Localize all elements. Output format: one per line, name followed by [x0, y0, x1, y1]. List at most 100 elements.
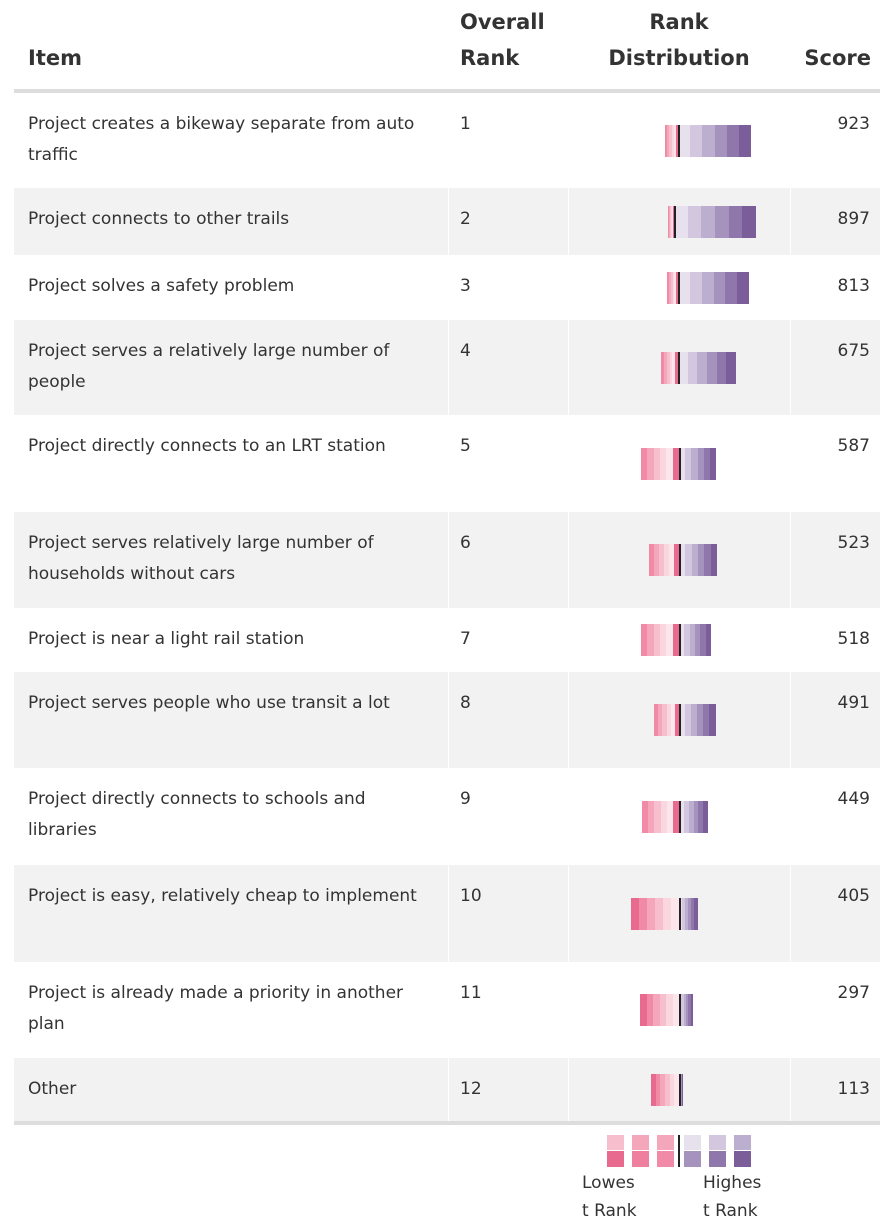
- distribution-segment: [667, 272, 670, 304]
- legend-swatch: [607, 1135, 624, 1150]
- distribution-segment: [640, 994, 647, 1026]
- distribution-segment: [694, 898, 698, 930]
- distribution-marker: [679, 801, 681, 833]
- distribution-segment: [659, 994, 667, 1026]
- distribution-segment: [691, 448, 698, 480]
- score-cell: 297: [837, 983, 870, 1003]
- distribution-segment: [660, 1074, 666, 1106]
- distribution-segment: [669, 206, 671, 238]
- distribution-segment: [685, 448, 692, 480]
- item-cell: Project creates a bikeway separate from …: [28, 114, 415, 165]
- column-separator: [790, 865, 791, 962]
- legend-high: t Rank: [703, 1201, 758, 1221]
- distribution-segment: [647, 898, 656, 930]
- legend-swatch: [684, 1151, 701, 1167]
- distribution-segment: [679, 544, 686, 576]
- distribution-segment: [684, 624, 691, 656]
- distribution-segment: [672, 206, 674, 238]
- distribution-segment: [700, 624, 707, 656]
- item-cell: Other: [28, 1079, 77, 1099]
- table-row: Project is near a light rail station 7 518: [14, 608, 880, 672]
- column-separator: [448, 188, 449, 255]
- distribution-segment: [679, 624, 685, 656]
- distribution-segment: [673, 125, 677, 157]
- header-rank: Overall: [460, 10, 545, 34]
- legend-high: Highes: [703, 1173, 762, 1193]
- distribution-segment: [725, 272, 738, 304]
- distribution-segment: [690, 125, 703, 157]
- distribution-segment: [675, 125, 679, 157]
- distribution-segment: [672, 272, 675, 304]
- distribution-segment: [667, 125, 670, 157]
- distribution-segment: [639, 898, 648, 930]
- distribution-segment: [654, 801, 661, 833]
- distribution-segment: [726, 352, 737, 384]
- distribution-segment: [672, 801, 680, 833]
- legend-swatch: [657, 1151, 674, 1167]
- distribution-segment: [679, 448, 686, 480]
- distribution-segment: [660, 448, 667, 480]
- distribution-segment: [646, 994, 654, 1026]
- distribution-segment: [688, 898, 692, 930]
- footer-rule: [14, 1121, 880, 1125]
- distribution-segment: [674, 1074, 680, 1106]
- distribution-segment: [674, 544, 680, 576]
- legend-swatch: [709, 1135, 726, 1150]
- distribution-segment: [655, 898, 664, 930]
- score-cell: 675: [837, 341, 870, 361]
- distribution-segment: [668, 272, 672, 304]
- legend-swatch: [684, 1135, 701, 1150]
- column-separator: [790, 1058, 791, 1121]
- score-cell: 587: [837, 436, 870, 456]
- distribution-segment: [641, 448, 648, 480]
- table-row: Project serves people who use transit a …: [14, 672, 880, 768]
- distribution-segment: [642, 801, 649, 833]
- legend-low: t Rank: [582, 1201, 637, 1221]
- score-cell: 405: [837, 886, 870, 906]
- distribution-segment: [672, 624, 680, 656]
- column-separator: [568, 1058, 569, 1121]
- distribution-segment: [701, 272, 714, 304]
- header-item: Item: [28, 46, 82, 70]
- distribution-segment: [651, 1074, 657, 1106]
- column-separator: [568, 188, 569, 255]
- item-cell: Project serves relatively large number o…: [28, 533, 374, 584]
- column-separator: [790, 672, 791, 768]
- distribution-segment: [681, 1074, 683, 1106]
- score-cell: 113: [837, 1079, 870, 1099]
- distribution-segment: [660, 624, 667, 656]
- distribution-segment: [664, 544, 670, 576]
- legend-swatch: [632, 1135, 649, 1150]
- column-separator: [448, 320, 449, 415]
- rank-cell: 10: [460, 886, 482, 906]
- distribution-segment: [703, 448, 711, 480]
- distribution-segment: [688, 801, 694, 833]
- distribution-segment: [704, 544, 712, 576]
- distribution-segment: [709, 704, 716, 736]
- rank-cell: 9: [460, 789, 471, 809]
- item-cell: Project solves a safety problem: [28, 276, 295, 296]
- distribution-segment: [659, 544, 665, 576]
- distribution-marker: [679, 624, 681, 656]
- distribution-segment: [714, 125, 728, 157]
- score-cell: 897: [837, 209, 870, 229]
- item-cell: Project is easy, relatively cheap to imp…: [28, 886, 417, 906]
- item-cell: Project is already made a priority in an…: [28, 983, 404, 1034]
- distribution-segment: [647, 448, 655, 480]
- legend-swatch: [734, 1151, 751, 1167]
- distribution-segment: [631, 898, 640, 930]
- item-cell: Project directly connects to schools and…: [28, 789, 366, 840]
- distribution-segment: [647, 624, 655, 656]
- header-rank: Rank: [460, 46, 520, 70]
- column-separator: [448, 865, 449, 962]
- legend-marker: [678, 1135, 680, 1167]
- distribution-segment: [682, 1074, 684, 1106]
- distribution-marker: [678, 125, 680, 157]
- distribution-segment: [688, 994, 692, 1026]
- rank-cell: 7: [460, 629, 471, 649]
- distribution-segment: [669, 125, 672, 157]
- distribution-marker: [679, 1074, 681, 1106]
- distribution-segment: [665, 125, 668, 157]
- distribution-marker: [678, 272, 680, 304]
- score-cell: 449: [837, 789, 870, 809]
